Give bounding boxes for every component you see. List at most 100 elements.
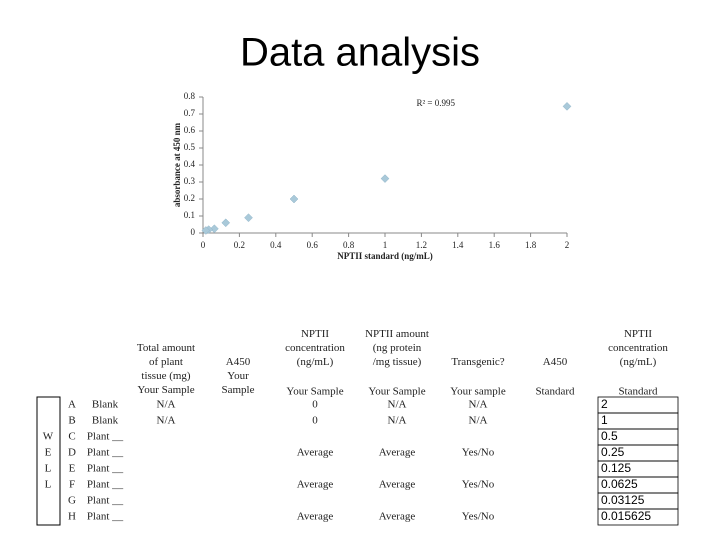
table-cell: 0 — [312, 399, 318, 411]
subheader-line: Your — [227, 370, 249, 382]
subheader-line: Your Sample — [137, 384, 194, 396]
point — [244, 213, 253, 223]
header-line: NPTII amount — [365, 328, 429, 340]
table-cell: N/A — [469, 415, 488, 427]
column-header: Total amount of plant tissue (mg) — [137, 342, 195, 382]
y-tick-label: 0.5 — [184, 142, 196, 152]
table-cell: 0.015625 — [601, 509, 651, 523]
header-line: A450 — [543, 356, 568, 368]
well-letter: L — [45, 463, 52, 475]
well-letter: E — [45, 447, 52, 459]
table-cell: H — [68, 511, 76, 523]
x-tick-label: 1.4 — [452, 240, 464, 250]
header-line: NPTII — [624, 328, 652, 340]
header-line: concentration — [608, 342, 668, 354]
y-tick-label: 0.1 — [184, 210, 195, 220]
column-subheader: Your Sample — [137, 384, 194, 396]
header-line: concentration — [285, 342, 345, 354]
table-cell: N/A — [388, 399, 407, 411]
table-cell: Plant __ — [87, 431, 124, 443]
y-tick-label: 0.6 — [184, 125, 196, 135]
table-cell: Plant __ — [87, 511, 124, 523]
header-line: (ng protein — [373, 342, 422, 354]
standard-cell — [597, 412, 679, 430]
well-letter: L — [45, 479, 52, 491]
table-cell: C — [68, 431, 75, 443]
column-header: A450 — [226, 356, 251, 368]
point — [221, 218, 231, 228]
header-line: of plant — [149, 356, 183, 368]
x-axis-label: NPTII standard (ng/mL) — [337, 251, 433, 261]
header-line: /mg tissue) — [373, 356, 422, 368]
point — [380, 174, 390, 183]
table-cell: 1 — [601, 413, 608, 427]
table-cell: Average — [297, 447, 334, 459]
y-tick-label: 0.7 — [184, 108, 196, 118]
table-cell: 0.125 — [601, 461, 631, 475]
table-cell: N/A — [469, 399, 488, 411]
y-tick-label: 0.4 — [184, 159, 196, 169]
column-subheader: Your Sample — [222, 370, 255, 396]
column-subheader: Your Sample — [286, 386, 343, 398]
point — [210, 224, 219, 234]
table-cell: Average — [297, 511, 334, 523]
table-cell: N/A — [157, 415, 176, 427]
column-header: NPTII concentration (ng/mL) — [608, 328, 668, 368]
table-cell: Yes/No — [462, 511, 495, 523]
y-tick-label: 0.8 — [184, 91, 196, 101]
y-tick-label: 0 — [191, 227, 196, 237]
standard-cell — [597, 396, 679, 414]
y-tick-label: 0.3 — [184, 176, 196, 186]
table-cell: Average — [379, 447, 416, 459]
header-line: A450 — [226, 356, 251, 368]
standard-cell — [597, 508, 679, 526]
table-cell: 0 — [312, 415, 318, 427]
table-cell: A — [68, 399, 76, 411]
table-cell: N/A — [388, 415, 407, 427]
header-line: (ng/mL) — [620, 356, 657, 368]
column-subheader: Your sample — [450, 386, 506, 398]
x-tick-label: 1.6 — [489, 240, 501, 250]
x-tick-label: 1 — [383, 240, 388, 250]
x-tick-label: 0.8 — [343, 240, 355, 250]
table-cell: Plant __ — [87, 495, 124, 507]
well-box — [36, 396, 61, 526]
x-tick-label: 2 — [565, 240, 570, 250]
table-cell: B — [68, 415, 75, 427]
well-letter: W — [43, 431, 54, 443]
r-squared: R² = 0.995 — [416, 98, 455, 108]
header-line: Transgenic? — [451, 356, 504, 368]
header-line: (ng/mL) — [297, 356, 334, 368]
table-cell: F — [69, 479, 75, 491]
table-cell: Plant __ — [87, 447, 124, 459]
table-cell: 0.5 — [601, 429, 618, 443]
y-axis-label: absorbance at 450 nm — [172, 122, 182, 207]
x-tick-label: 0 — [201, 240, 206, 250]
slide-title: Data analysis — [240, 31, 480, 75]
table-cell: Plant __ — [87, 463, 124, 475]
table-cell: Yes/No — [462, 447, 495, 459]
subheader-line: Sample — [222, 384, 255, 396]
x-tick-label: 1.2 — [416, 240, 427, 250]
x-tick-label: 0.6 — [307, 240, 319, 250]
table-cell: G — [68, 495, 76, 507]
table-cell: 0.03125 — [601, 493, 645, 507]
point — [562, 101, 572, 111]
table-cell: 2 — [601, 397, 608, 411]
table-cell: Plant __ — [87, 479, 124, 491]
header-line: NPTII — [301, 328, 329, 340]
point — [201, 226, 211, 235]
table-cell: Yes/No — [462, 479, 495, 491]
point — [289, 194, 299, 204]
table-cell: Average — [379, 511, 416, 523]
column-subheader: Your Sample — [368, 386, 425, 398]
column-header: NPTII concentration (ng/mL) — [285, 328, 345, 368]
table-cell: Average — [297, 479, 334, 491]
x-tick-label: 1.8 — [525, 240, 537, 250]
column-header: Transgenic? — [451, 356, 504, 368]
column-subheader: Standard — [535, 386, 575, 398]
table-cell: Blank — [92, 415, 119, 427]
x-tick-label: 0.4 — [270, 240, 282, 250]
